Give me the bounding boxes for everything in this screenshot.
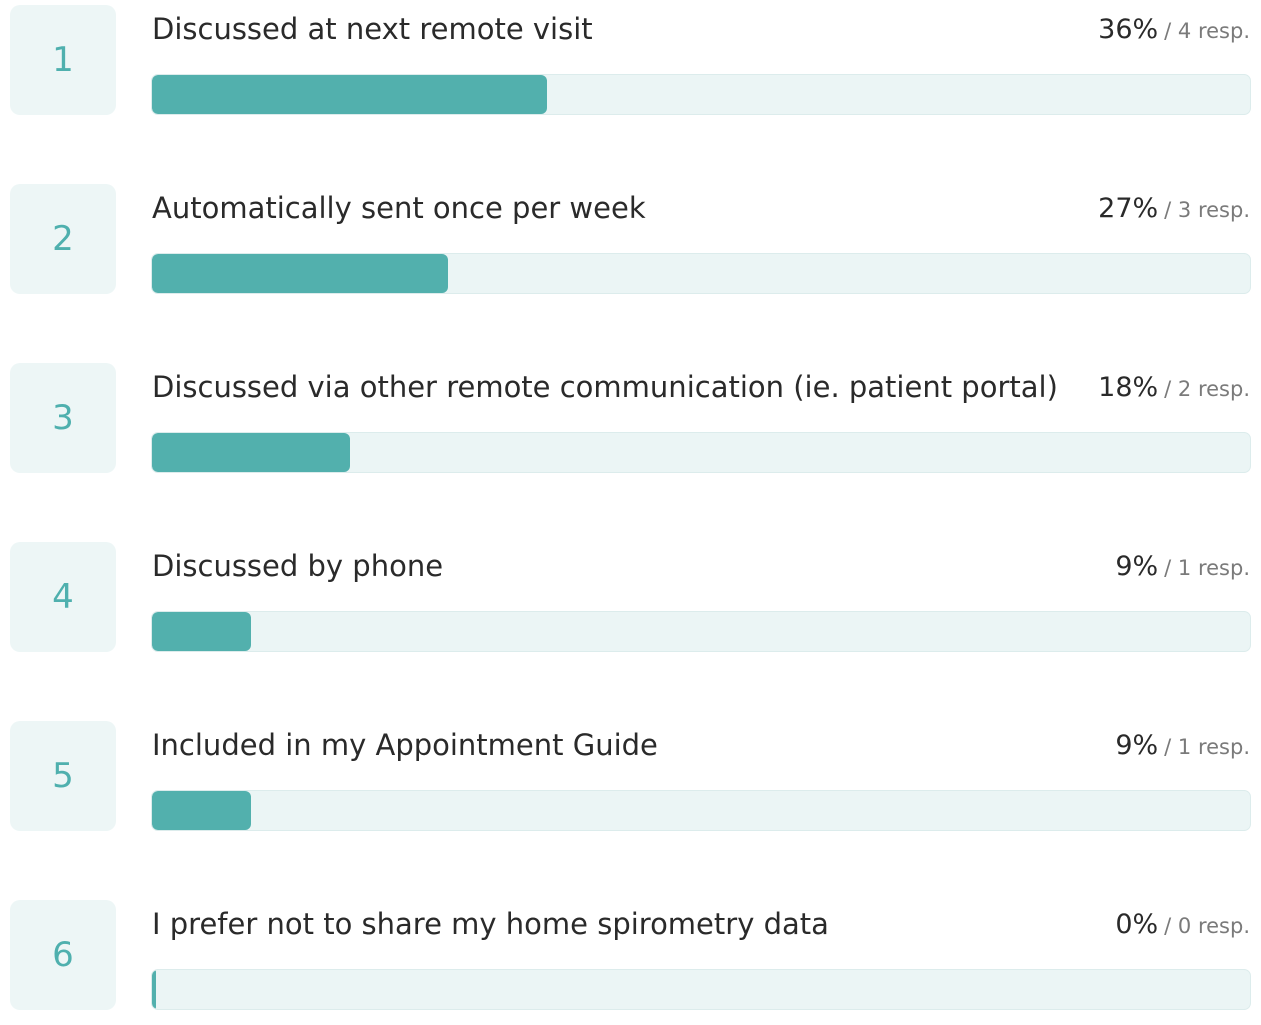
bar-fill xyxy=(152,254,449,293)
percent-label: 36% xyxy=(1098,14,1159,45)
option-label: Automatically sent once per week xyxy=(152,191,646,225)
bar-fill xyxy=(152,970,156,1009)
rank-badge: 3 xyxy=(10,363,116,473)
bar-track xyxy=(151,611,1251,652)
stats: 27%/ 3 resp. xyxy=(1098,193,1250,224)
bar-track xyxy=(151,74,1251,115)
rank-badge: 4 xyxy=(10,542,116,652)
responses-label: / 2 resp. xyxy=(1164,377,1250,401)
rank-badge: 2 xyxy=(10,184,116,294)
rank-badge: 1 xyxy=(10,5,116,115)
stats: 9%/ 1 resp. xyxy=(1115,730,1250,761)
bar-track xyxy=(151,790,1251,831)
option-label: Discussed by phone xyxy=(152,549,444,583)
bar-fill xyxy=(152,433,350,472)
rank-badge: 6 xyxy=(10,900,116,1010)
option-label: I prefer not to share my home spirometry… xyxy=(152,907,829,941)
responses-label: / 1 resp. xyxy=(1164,556,1250,580)
option-label: Discussed via other remote communication… xyxy=(152,370,1058,404)
bar-fill xyxy=(152,791,251,830)
bar-track xyxy=(151,969,1251,1010)
stats: 36%/ 4 resp. xyxy=(1098,14,1250,45)
result-row: 1 Discussed at next remote visit 36%/ 4 re… xyxy=(0,0,1261,130)
option-label: Discussed at next remote visit xyxy=(152,12,593,46)
result-row: 5 Included in my Appointment Guide 9%/ 1 r… xyxy=(0,716,1261,846)
option-label: Included in my Appointment Guide xyxy=(152,728,658,762)
stats: 9%/ 1 resp. xyxy=(1115,551,1250,582)
percent-label: 9% xyxy=(1115,551,1159,582)
stats: 0%/ 0 resp. xyxy=(1115,909,1250,940)
percent-label: 27% xyxy=(1098,193,1159,224)
percent-label: 18% xyxy=(1098,372,1159,403)
responses-label: / 4 resp. xyxy=(1164,19,1250,43)
bar-fill xyxy=(152,612,251,651)
responses-label: / 0 resp. xyxy=(1164,914,1250,938)
result-row: 2 Automatically sent once per week 27%/ 3 … xyxy=(0,179,1261,309)
rank-badge: 5 xyxy=(10,721,116,831)
responses-label: / 1 resp. xyxy=(1164,735,1250,759)
bar-track xyxy=(151,432,1251,473)
percent-label: 9% xyxy=(1115,730,1159,761)
bar-track xyxy=(151,253,1251,294)
percent-label: 0% xyxy=(1115,909,1159,940)
result-row: 3 Discussed via other remote communicatio… xyxy=(0,358,1261,488)
stats: 18%/ 2 resp. xyxy=(1098,372,1250,403)
result-row: 4 Discussed by phone 9%/ 1 resp. xyxy=(0,537,1261,667)
responses-label: / 3 resp. xyxy=(1164,198,1250,222)
bar-fill xyxy=(152,75,548,114)
